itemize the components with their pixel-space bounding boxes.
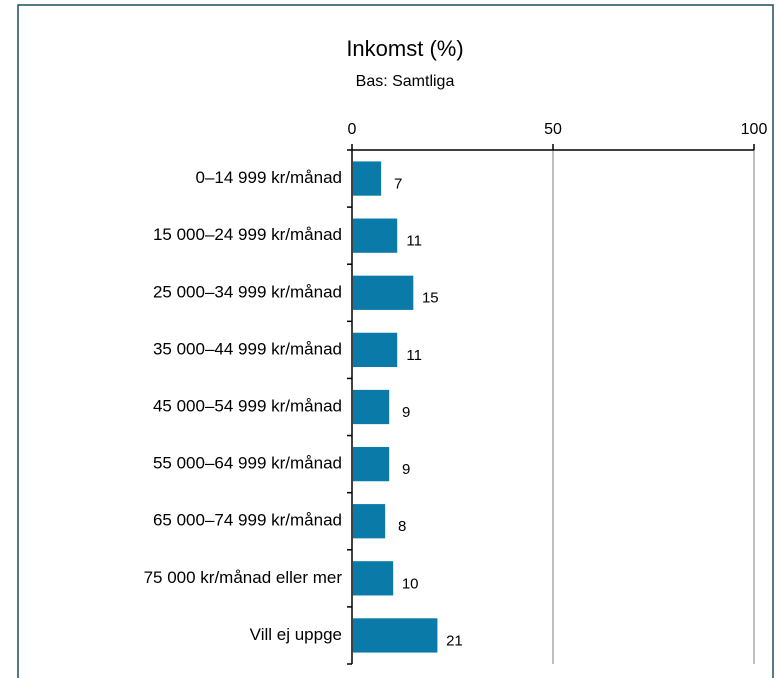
value-label: 15 <box>422 290 439 307</box>
bar <box>353 504 386 539</box>
value-label: 11 <box>406 233 422 250</box>
value-label: 7 <box>394 176 402 193</box>
bar <box>353 618 438 653</box>
frame <box>17 4 774 678</box>
y-tick-label: 35 000–44 999 kr/månad <box>153 339 342 358</box>
value-label: 21 <box>446 632 463 649</box>
y-tick-label: Vill ej uppge <box>250 625 342 644</box>
y-tick-label: 45 000–54 999 kr/månad <box>153 396 342 415</box>
y-tick-label: 65 000–74 999 kr/månad <box>153 511 342 530</box>
value-label: 8 <box>398 518 406 535</box>
bar <box>353 275 414 310</box>
y-tick-label: 55 000–64 999 kr/månad <box>153 454 342 473</box>
chart-subtitle: Bas: Samtliga <box>356 73 455 90</box>
x-tick-label: 50 <box>544 121 562 138</box>
bar <box>353 332 398 368</box>
bar <box>353 218 398 253</box>
y-tick-label: 75 000 kr/månad eller mer <box>144 568 343 587</box>
x-tick-label: 100 <box>741 121 768 138</box>
value-label: 11 <box>406 347 422 364</box>
bar <box>353 389 390 425</box>
value-label: 10 <box>402 575 419 592</box>
bar <box>353 161 382 196</box>
value-label: 9 <box>402 404 410 421</box>
y-tick-label: 25 000–34 999 kr/månad <box>153 282 342 301</box>
bar <box>353 561 394 596</box>
value-label: 9 <box>402 461 410 478</box>
y-tick-label: 15 000–24 999 kr/månad <box>153 225 342 244</box>
y-tick-label: 0–14 999 kr/månad <box>196 168 343 187</box>
chart-title: Inkomst (%) <box>346 36 463 61</box>
bar <box>353 446 390 482</box>
x-tick-label: 0 <box>348 121 357 138</box>
